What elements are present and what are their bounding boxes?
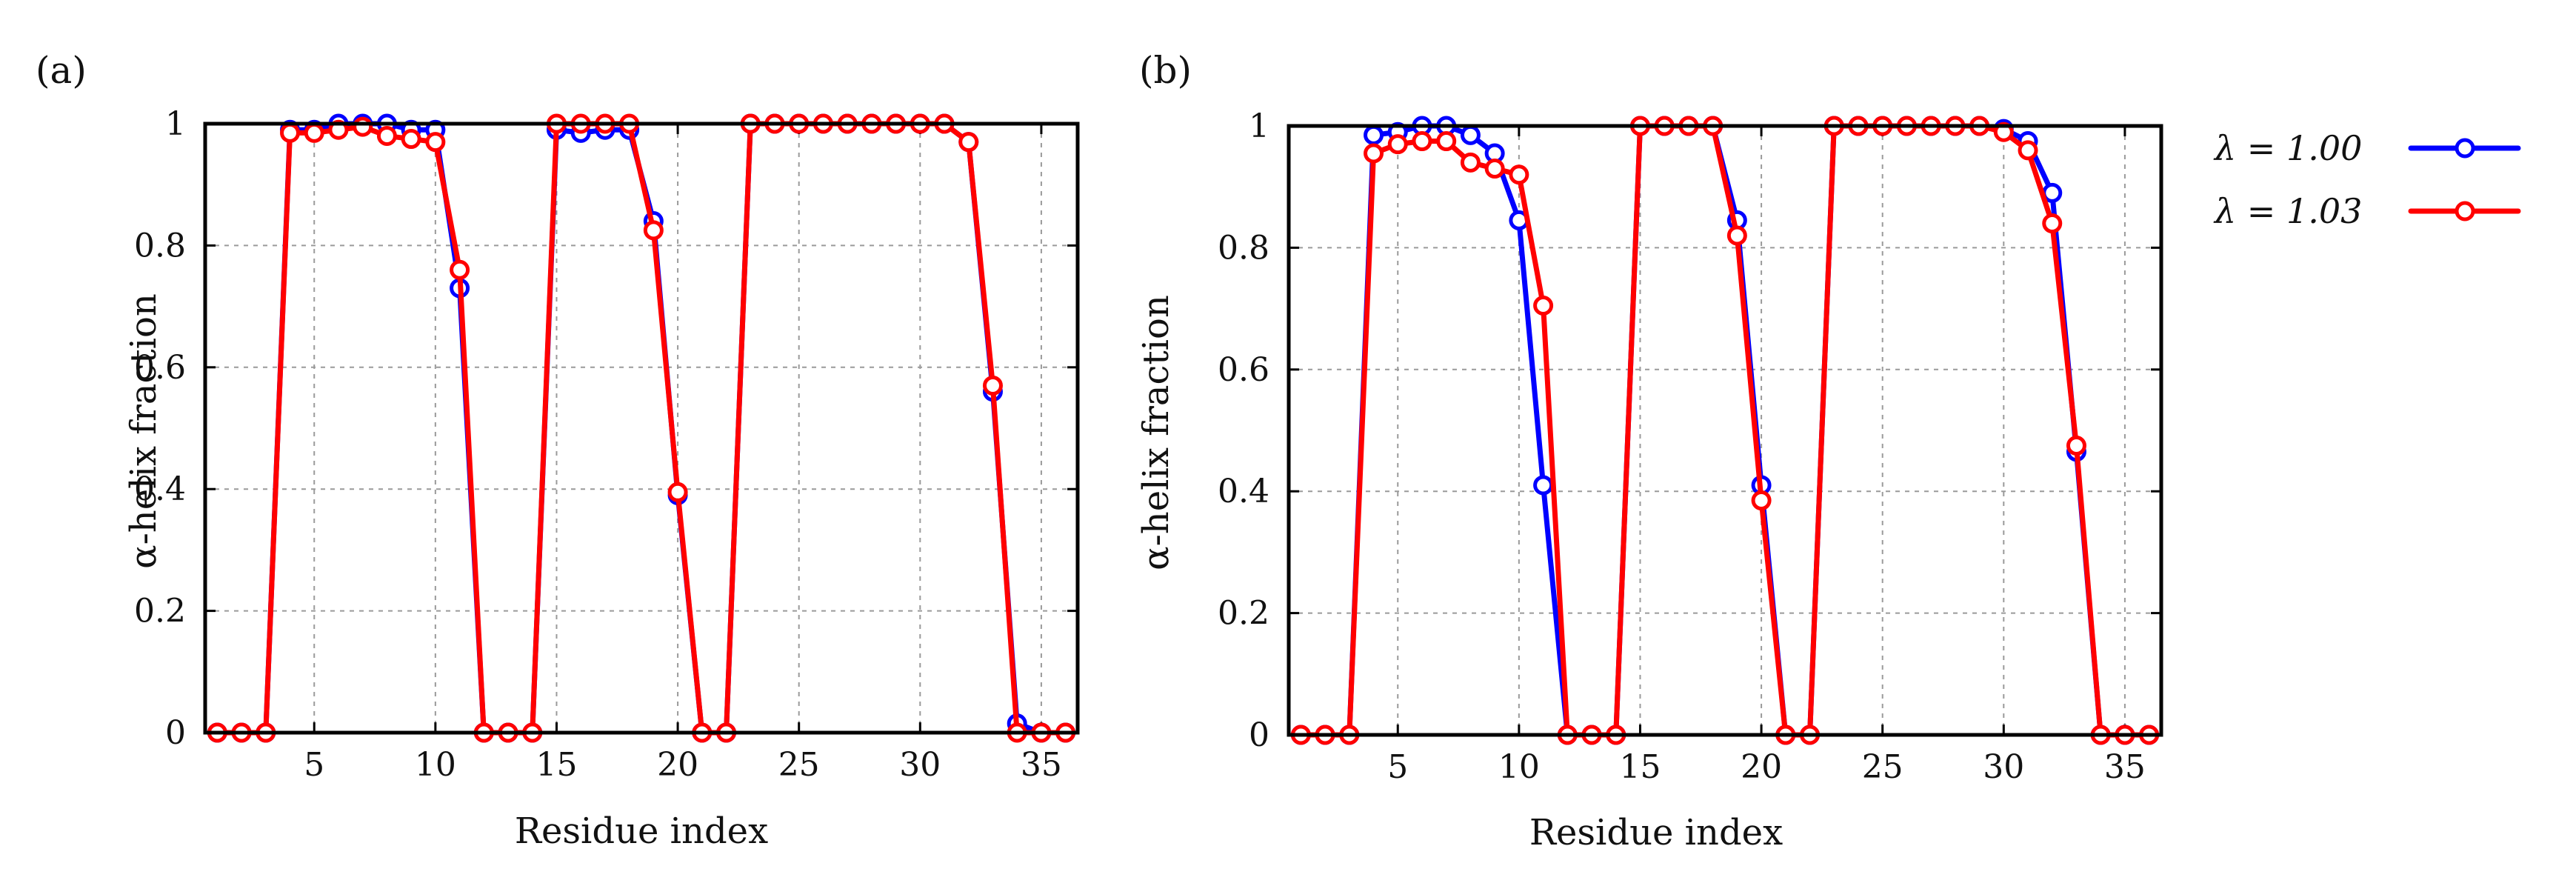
- panel-b-series-lambda-1-03-point: [1484, 159, 1505, 179]
- panel-a-x-axis-label: Residue index: [515, 810, 768, 852]
- panel-a-y-tick-label: 0.8: [134, 227, 186, 264]
- panel-a-grid: [205, 124, 1078, 733]
- panel-a-series-lambda-1-03-point: [425, 132, 446, 153]
- panel-b-series-lambda-1-03-point: [1533, 295, 1554, 316]
- panel-a-y-tick-label: 0.6: [134, 349, 186, 387]
- panel-a-x-tick-label: 35: [1021, 746, 1062, 784]
- panel-b-x-tick-label: 20: [1741, 748, 1782, 786]
- panel-a-y-axis-label: α-helix fraction: [123, 293, 164, 569]
- panel-a-series-lambda-1-03-point: [450, 259, 470, 280]
- panel-a-y-tick-label: 0.2: [134, 593, 186, 630]
- panel-b-series-lambda-1-03-point: [2066, 436, 2086, 456]
- legend-label-lambda-1-00: λ = 1.00: [2213, 128, 2362, 168]
- panel-a-ticks: 5 10 15 20 25 30 35 0 0.2 0.4 0.6 0.8 1: [134, 105, 1078, 784]
- panel-a-x-tick-label: 15: [535, 746, 577, 784]
- panel-a-x-tick-label: 5: [304, 746, 324, 784]
- panel-a-series-lambda-1-03-point: [280, 122, 301, 143]
- panel-b-x-tick-label: 15: [1619, 748, 1661, 786]
- panel-b-series-lambda-1-00-point: [1460, 124, 1481, 145]
- panel-b-series-lambda-1-00-point: [1364, 124, 1384, 145]
- panel-a-x-tick-label: 20: [657, 746, 698, 784]
- panel-a-x-tick-label: 30: [899, 746, 941, 784]
- panel-a-series-lambda-1-03-point: [667, 482, 688, 502]
- panel-a-series-lambda-1-03-point: [958, 132, 979, 153]
- panel-b-plot-frame: [1287, 124, 2163, 737]
- panel-a-plot-frame: [203, 121, 1080, 735]
- panel-b-y-tick-label: 0.4: [1218, 473, 1269, 510]
- legend: λ = 1.00 λ = 1.03: [2213, 128, 2521, 231]
- panel-b-series-lambda-1-03-point: [2042, 213, 2063, 234]
- panel-a-series-lambda-1-03-point: [643, 220, 664, 241]
- panel-b-series-lambda-1-03-point: [1412, 131, 1432, 152]
- panel-b-series-lambda-1-03-point: [1509, 164, 1529, 185]
- panel-b-y-axis-label: α-helix fraction: [1135, 295, 1177, 570]
- panel-b-series-lambda-1-03-point: [1460, 152, 1481, 173]
- panel-a-y-tick-label: 0.4: [134, 470, 186, 508]
- legend-marker-lambda-1-03: [2455, 201, 2475, 221]
- legend-marker-lambda-1-00: [2455, 138, 2475, 159]
- panel-a-x-tick-label: 10: [415, 746, 456, 784]
- panel-b-series-lambda-1-03-point: [1364, 143, 1384, 164]
- panel-b-y-tick-label: 0.2: [1218, 595, 1269, 633]
- panel-b-y-tick-label: 1: [1249, 107, 1269, 145]
- panel-a-y-tick-label: 1: [165, 105, 186, 143]
- panel-b-x-tick-label: 10: [1498, 748, 1540, 786]
- panel-b-series-lambda-1-03-point: [1387, 134, 1408, 155]
- legend-label-lambda-1-03: λ = 1.03: [2213, 191, 2362, 231]
- panel-b-ticks: 5 10 15 20 25 30 35 0 0.2 0.4 0.6 0.8 1: [1218, 107, 2161, 786]
- panel-b-grid: [1289, 126, 2161, 735]
- panel-b-x-tick-label: 35: [2104, 748, 2146, 786]
- panel-b-series-lambda-1-00-point: [1533, 475, 1554, 496]
- panel-b-x-axis-label: Residue index: [1529, 812, 1783, 853]
- legend-entry-lambda-1-00: λ = 1.00: [2213, 128, 2521, 168]
- panel-a-x-tick-label: 25: [778, 746, 820, 784]
- panel-b-series-lambda-1-03-point: [1751, 490, 1772, 511]
- panel-b-x-tick-label: 25: [1862, 748, 1903, 786]
- panel-a-label: (a): [36, 49, 87, 92]
- panel-b: (b) α-helix fraction Residue index 5 10 15…: [1135, 49, 2163, 853]
- panel-b-y-tick-label: 0.8: [1218, 229, 1269, 267]
- panel-a-series-lambda-1-03-point: [353, 116, 373, 137]
- panel-b-x-tick-label: 5: [1387, 748, 1408, 786]
- panel-b-series-lambda-1-03-point: [1436, 131, 1457, 152]
- panel-a-series-lambda-1-03-point: [982, 375, 1003, 396]
- legend-entry-lambda-1-03: λ = 1.03: [2213, 191, 2521, 231]
- panel-a: (a) α-helix fraction Residue index 5 10 15…: [36, 49, 1080, 852]
- panel-a-series-lambda-1-03-point: [328, 119, 349, 140]
- panel-b-y-tick-label: 0.6: [1218, 351, 1269, 389]
- panel-b-y-tick-label: 0: [1249, 716, 1269, 754]
- panel-a-series-lambda-1-03-point: [401, 129, 421, 150]
- panel-a-series-lambda-1-03-point: [376, 125, 397, 146]
- panel-a-y-tick-label: 0: [165, 714, 186, 752]
- panel-b-series-lambda-1-03-point: [1726, 225, 1747, 246]
- panel-b-series-lambda-1-03-point: [1993, 121, 2014, 142]
- panel-b-series-lambda-1-03-point: [2018, 140, 2038, 161]
- panel-b-label: (b): [1139, 49, 1192, 92]
- panel-a-series-lambda-1-03-point: [304, 122, 324, 143]
- panel-b-x-tick-label: 30: [1983, 748, 2024, 786]
